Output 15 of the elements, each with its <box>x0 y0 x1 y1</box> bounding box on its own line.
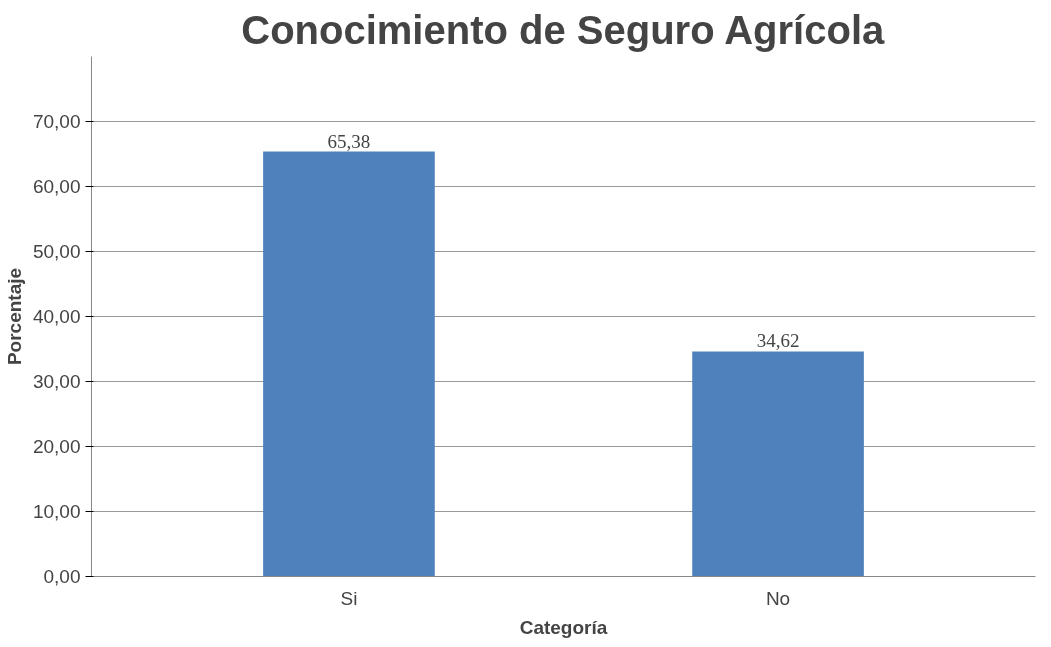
x-axis-title: Categoría <box>519 616 608 638</box>
y-tick-label: 10,00 <box>32 501 81 522</box>
y-tick-label: 0,00 <box>43 566 81 587</box>
data-label: 65,38 <box>327 130 371 152</box>
y-axis-title: Porcentaje <box>3 267 25 366</box>
x-tick-label: Si <box>340 587 358 609</box>
data-label: 34,62 <box>756 330 800 352</box>
y-tick-label: 50,00 <box>32 241 81 262</box>
y-tick-label: 70,00 <box>32 111 81 132</box>
y-tick-label: 40,00 <box>32 306 81 327</box>
y-tick-label: 20,00 <box>32 436 81 457</box>
x-tick-label: No <box>765 587 791 609</box>
chart-title: Conocimiento de Seguro Agrícola <box>241 7 886 52</box>
y-tick-label: 30,00 <box>32 371 81 392</box>
y-tick-label: 60,00 <box>32 176 81 197</box>
